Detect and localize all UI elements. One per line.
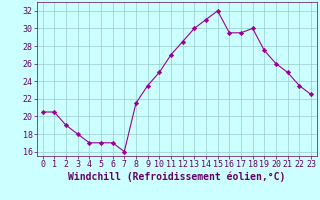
X-axis label: Windchill (Refroidissement éolien,°C): Windchill (Refroidissement éolien,°C) — [68, 172, 285, 182]
